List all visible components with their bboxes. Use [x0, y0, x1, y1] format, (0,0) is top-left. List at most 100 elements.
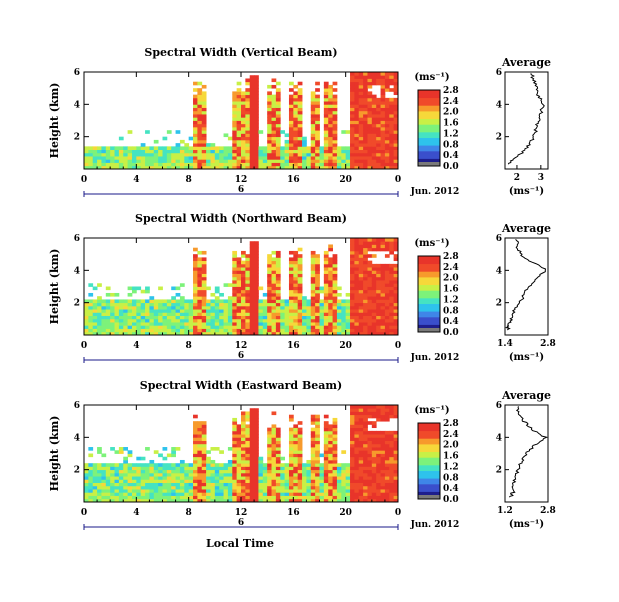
heatmap-cell: [97, 469, 102, 474]
heatmap-cell: [384, 443, 390, 448]
heatmap-cell: [332, 315, 338, 320]
heatmap-cell: [350, 434, 355, 438]
heatmap-cell: [380, 88, 386, 92]
heatmap-cell: [171, 152, 176, 157]
heatmap-cell: [131, 498, 137, 503]
heatmap-cell: [262, 466, 268, 471]
heatmap-cell: [171, 485, 176, 490]
heatmap-cell: [271, 146, 277, 150]
heatmap-cell: [284, 495, 290, 500]
heatmap-cell: [288, 250, 294, 255]
heatmap-cell: [188, 476, 194, 480]
heatmap-cell: [363, 267, 368, 271]
heatmap-cell: [179, 318, 185, 323]
heatmap-cell: [328, 146, 333, 150]
heatmap-cell: [358, 110, 364, 115]
heatmap-cell: [302, 305, 307, 310]
heatmap-cell: [350, 492, 355, 496]
heatmap-cell: [310, 152, 316, 157]
heatmap-cell: [249, 482, 255, 487]
heatmap-cell: [84, 152, 89, 157]
heatmap-cell: [249, 302, 255, 307]
heatmap-cell: [371, 117, 377, 121]
heatmap-cell: [267, 270, 272, 274]
heatmap-cell: [219, 322, 224, 326]
heatmap-cell: [297, 114, 303, 118]
heatmap-cell: [380, 331, 386, 336]
heatmap-cell: [275, 331, 281, 336]
heatmap-cell: [323, 479, 329, 483]
heatmap-cell: [358, 263, 364, 268]
heatmap-cell: [241, 120, 246, 125]
heatmap-cell: [332, 165, 338, 170]
heatmap-cell: [184, 152, 190, 157]
heatmap-cell: [127, 149, 133, 154]
heatmap-cell: [293, 476, 299, 480]
heatmap-cell: [371, 136, 377, 141]
heatmap-cell: [271, 97, 277, 102]
heatmap-cell: [280, 469, 286, 474]
heatmap-cell: [249, 492, 255, 496]
heatmap-cell: [271, 280, 277, 284]
heatmap-cell: [297, 267, 303, 271]
heatmap-cell: [350, 280, 355, 284]
heatmap-cell: [258, 498, 264, 503]
heatmap-cell: [241, 443, 246, 448]
heatmap-cell: [236, 289, 242, 294]
heatmap-cell: [166, 146, 172, 150]
heatmap-cell: [267, 94, 272, 99]
heatmap-cell: [254, 97, 259, 102]
heatmap-cell: [110, 146, 115, 150]
heatmap-cell: [136, 315, 142, 320]
heatmap-cell: [358, 299, 364, 304]
heatmap-cell: [188, 299, 194, 304]
heatmap-cell: [363, 495, 368, 500]
heatmap-cell: [175, 159, 181, 163]
heatmap-cell: [275, 309, 281, 313]
heatmap-cell: [162, 476, 168, 480]
heatmap-cell: [328, 107, 333, 112]
colorbar-segment: [418, 447, 440, 451]
heatmap-cell: [393, 114, 399, 118]
heatmap-cell: [131, 315, 137, 320]
heatmap-cell: [245, 296, 251, 300]
heatmap-cell: [367, 305, 373, 310]
heatmap-cell: [275, 130, 281, 134]
heatmap-cell: [354, 492, 360, 496]
heatmap-cell: [175, 476, 181, 480]
heatmap-cell: [332, 97, 338, 102]
heatmap-cell: [293, 440, 299, 445]
heatmap-cell: [328, 447, 333, 451]
heatmap-cell: [114, 479, 120, 483]
heatmap-cell: [110, 479, 115, 483]
heatmap-cell: [350, 485, 355, 490]
heatmap-cell: [175, 498, 181, 503]
heatmap-cell: [328, 437, 333, 441]
heatmap-cell: [271, 302, 277, 307]
heatmap-cell: [210, 495, 216, 500]
heatmap-cell: [389, 302, 395, 307]
heatmap-cell: [358, 273, 364, 278]
heatmap-cell: [193, 139, 198, 144]
heatmap-cell: [376, 322, 381, 326]
heatmap-cell: [323, 299, 329, 304]
heatmap-cell: [376, 450, 381, 454]
heatmap-cell: [145, 318, 150, 323]
heatmap-cell: [140, 469, 146, 474]
heatmap-cell: [197, 136, 203, 141]
heatmap-cell: [245, 417, 251, 422]
heatmap-cell: [245, 440, 251, 445]
heatmap-cell: [214, 322, 220, 326]
heatmap-cell: [214, 289, 220, 294]
heatmap-cell: [188, 146, 194, 150]
colorbar-tick-label: 2.0: [443, 274, 459, 284]
heatmap-cell: [306, 309, 312, 313]
heatmap-cell: [384, 81, 390, 86]
heatmap-cell: [358, 309, 364, 313]
heatmap-cell: [363, 81, 368, 86]
heatmap-cell: [201, 450, 207, 454]
heatmap-cell: [336, 292, 342, 297]
average-title: Average: [501, 389, 551, 402]
heatmap-cell: [123, 472, 129, 477]
heatmap-cell: [197, 437, 203, 441]
